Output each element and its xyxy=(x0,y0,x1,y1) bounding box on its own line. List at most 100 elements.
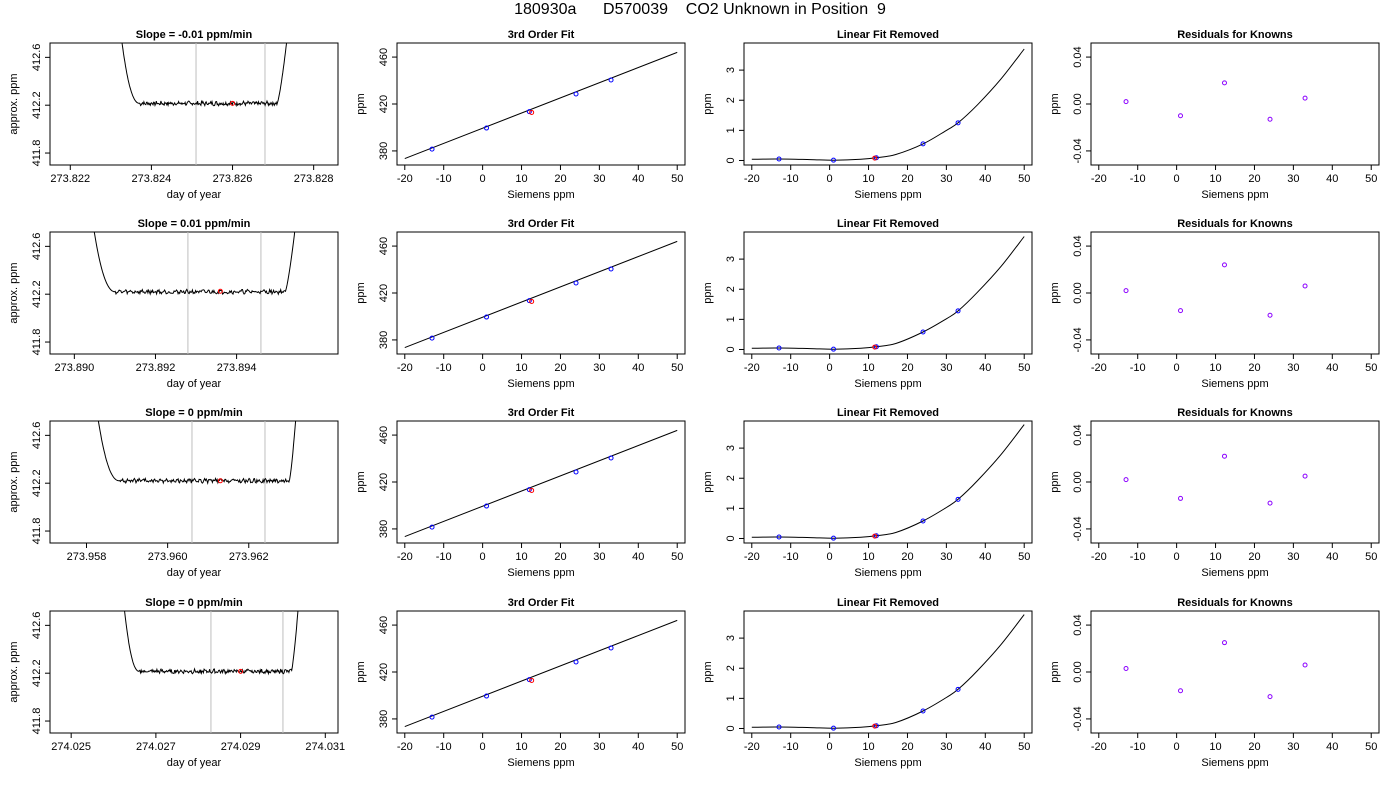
x-axis-label: Siemens ppm xyxy=(507,567,574,579)
fit-line xyxy=(404,240,678,349)
y-tick-label: 0 xyxy=(725,157,737,163)
x-tick-label: 40 xyxy=(979,173,991,185)
y-tick-label: 3 xyxy=(725,256,737,262)
known-point xyxy=(920,329,926,335)
x-tick-label: 40 xyxy=(979,741,991,753)
known-point xyxy=(484,314,490,320)
plot-frame xyxy=(49,610,339,734)
panel-2-2: Linear Fit Removed-20 -10 0 10 20 30 40 50Sieme… xyxy=(702,407,1033,579)
y-tick-label: 412.2 xyxy=(31,659,43,687)
y-tick-label: 411.8 xyxy=(31,518,43,545)
x-tick-label: 40 xyxy=(1326,173,1338,185)
x-tick-label: 30 xyxy=(593,551,605,563)
plot-data xyxy=(404,429,678,538)
plot-frame xyxy=(49,42,339,166)
x-tick-label: 30 xyxy=(593,362,605,374)
x-tick-label: 273.960 xyxy=(148,551,188,563)
panel-title: Linear Fit Removed xyxy=(837,29,939,41)
panel-1-0: Slope = 0.01 ppm/min 273.890 273.892 273.89… xyxy=(8,218,339,390)
known-point xyxy=(608,645,614,651)
y-tick-label: 411.8 xyxy=(31,708,43,735)
known-point xyxy=(831,346,837,352)
x-tick-label: -20 xyxy=(744,741,760,753)
x-tick-label: 0 xyxy=(827,551,833,563)
residual-point xyxy=(1267,116,1273,122)
x-tick-label: 50 xyxy=(1018,362,1030,374)
x-tick-label: -10 xyxy=(436,741,452,753)
y-tick-label: 0.00 xyxy=(1072,471,1084,492)
x-axis-label: Siemens ppm xyxy=(854,567,921,579)
x-tick-label: 10 xyxy=(1209,741,1221,753)
plot-data xyxy=(751,236,1025,352)
y-tick-label: 0 xyxy=(725,346,737,352)
y-tick-label: 420 xyxy=(378,95,390,113)
panel-title: Slope = 0.01 ppm/min xyxy=(138,218,251,230)
unknown-point xyxy=(529,677,535,683)
plot-data xyxy=(404,240,678,349)
residual-point xyxy=(1267,312,1273,318)
panel-3-3: Residuals for Knowns -20 -10 0 10 20 30 40 50 Sie… xyxy=(1049,597,1380,769)
x-tick-label: 50 xyxy=(1365,741,1377,753)
x-tick-label: -10 xyxy=(436,173,452,185)
residual-point xyxy=(1267,500,1273,506)
fit-curve xyxy=(751,48,1025,161)
y-tick-label: 412.6 xyxy=(31,44,43,72)
x-tick-label: 273.890 xyxy=(54,362,94,374)
known-point xyxy=(526,677,532,683)
x-tick-label: 40 xyxy=(979,551,991,563)
unknown-point xyxy=(872,155,878,161)
x-axis-label: Siemens ppm xyxy=(507,189,574,201)
y-axis-label: ppm xyxy=(702,282,714,303)
y-tick-label: 460 xyxy=(378,616,390,634)
x-tick-label: 273.962 xyxy=(229,551,269,563)
y-tick-label: -0.04 xyxy=(1072,327,1084,352)
x-tick-label: -20 xyxy=(1091,741,1107,753)
residual-point xyxy=(1302,95,1308,101)
x-tick-label: 10 xyxy=(515,551,527,563)
y-tick-label: 3 xyxy=(725,67,737,73)
panel-0-3: Residuals for Knowns -20 -10 0 10 20 30 40 50 Sie… xyxy=(1049,29,1380,201)
known-point xyxy=(920,141,926,147)
y-tick-label: 412.2 xyxy=(31,91,43,119)
plot-data xyxy=(751,48,1025,163)
x-tick-label: 0 xyxy=(480,741,486,753)
x-tick-label: 274.025 xyxy=(51,741,91,753)
plot-frame xyxy=(396,231,686,355)
x-tick-label: 20 xyxy=(901,741,913,753)
known-point xyxy=(484,693,490,699)
known-point xyxy=(920,708,926,714)
panel-1-2: Linear Fit Removed-20 -10 0 10 20 30 40 50Sieme… xyxy=(702,218,1033,390)
plot-frame xyxy=(396,610,686,734)
residual-point xyxy=(1302,662,1308,668)
x-tick-label: 50 xyxy=(1365,362,1377,374)
x-axis-label: Siemens ppm xyxy=(854,757,921,769)
y-axis-label: ppm xyxy=(355,282,367,303)
panel-2-0: Slope = 0 ppm/min 273.958 273.960 273.962 da… xyxy=(8,407,339,579)
x-tick-label: 273.824 xyxy=(132,173,172,185)
panel-0-0: Slope = -0.01 ppm/min 273.822 273.824 273.8… xyxy=(8,29,339,201)
x-tick-label: 10 xyxy=(515,362,527,374)
panel-title: Linear Fit Removed xyxy=(837,407,939,419)
unknown-point xyxy=(529,487,535,493)
plot-data xyxy=(1123,453,1308,506)
residual-point xyxy=(1267,694,1273,700)
y-tick-label: 411.8 xyxy=(31,329,43,356)
panel-0-2: Linear Fit Removed-20 -10 0 10 20 30 40 50Sieme… xyxy=(702,29,1033,201)
x-tick-label: 50 xyxy=(671,362,683,374)
panel-2-3: Residuals for Knowns -20 -10 0 10 20 30 40 50 Sie… xyxy=(1049,407,1380,579)
unknown-point xyxy=(872,344,878,350)
known-point xyxy=(955,496,961,502)
y-tick-label: 420 xyxy=(378,473,390,491)
x-tick-label: 274.031 xyxy=(305,741,345,753)
panel-title: Linear Fit Removed xyxy=(837,218,939,230)
panel-title: Residuals for Knowns xyxy=(1177,29,1293,41)
x-tick-label: 10 xyxy=(515,741,527,753)
y-tick-label: 2 xyxy=(725,286,737,292)
x-tick-label: 40 xyxy=(1326,741,1338,753)
y-axis-label: ppm xyxy=(702,93,714,114)
x-tick-label: 20 xyxy=(1248,362,1260,374)
y-tick-label: 412.6 xyxy=(31,422,43,450)
x-tick-label: 273.892 xyxy=(136,362,176,374)
panel-0-1: 3rd Order Fit -20 -10 0 10 20 30 40 50 Siemens pp… xyxy=(355,29,686,201)
